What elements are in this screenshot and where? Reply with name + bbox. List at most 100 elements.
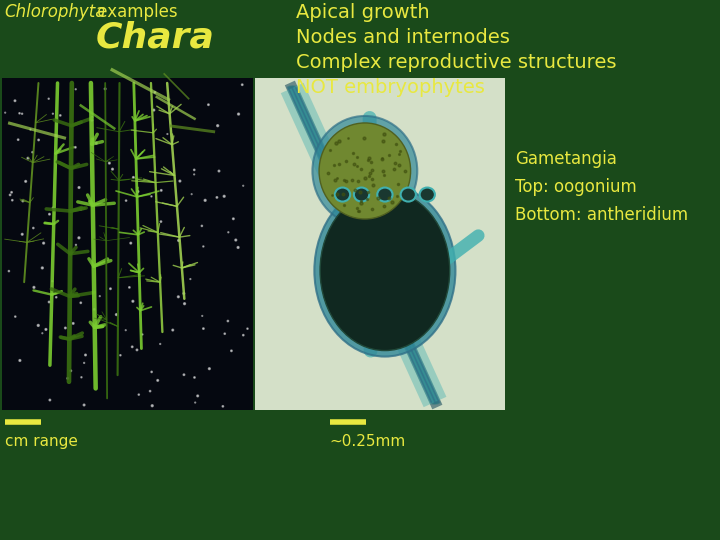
Point — [351, 161, 363, 170]
Point — [359, 173, 371, 182]
Point — [179, 299, 190, 308]
Point — [399, 166, 410, 175]
Point — [230, 236, 241, 245]
Point — [17, 197, 29, 205]
Point — [238, 181, 249, 190]
Point — [355, 199, 366, 208]
Point — [341, 156, 352, 165]
Point — [219, 329, 230, 338]
Point — [225, 347, 237, 355]
Point — [4, 191, 16, 199]
Point — [378, 130, 390, 139]
Point — [33, 136, 45, 144]
Point — [43, 298, 55, 306]
Point — [91, 139, 102, 147]
Point — [377, 167, 389, 176]
Point — [20, 177, 32, 186]
Point — [189, 166, 200, 174]
Point — [14, 356, 26, 365]
Point — [202, 100, 214, 109]
Point — [338, 200, 350, 209]
Point — [389, 158, 400, 167]
Point — [236, 80, 248, 89]
Bar — [255, 78, 505, 410]
Point — [361, 194, 373, 203]
Point — [80, 350, 91, 359]
Point — [366, 166, 377, 175]
Point — [40, 325, 52, 334]
Point — [331, 174, 343, 183]
Point — [213, 167, 225, 176]
Point — [378, 171, 390, 179]
Point — [377, 137, 388, 145]
Point — [70, 241, 81, 249]
Point — [12, 136, 24, 144]
Text: NOT embryophytes: NOT embryophytes — [295, 78, 485, 97]
Point — [338, 176, 350, 185]
Point — [60, 323, 71, 332]
Point — [325, 146, 336, 154]
Point — [198, 325, 210, 333]
Point — [167, 326, 179, 334]
Point — [391, 191, 402, 200]
Point — [114, 351, 126, 360]
Point — [86, 113, 98, 122]
Point — [353, 207, 364, 215]
Point — [331, 190, 343, 198]
Point — [47, 277, 58, 286]
Point — [86, 116, 98, 125]
Point — [78, 401, 90, 409]
Point — [38, 239, 50, 247]
Point — [383, 194, 395, 202]
Point — [155, 340, 166, 348]
Point — [212, 122, 223, 130]
Point — [32, 321, 44, 330]
Point — [392, 179, 404, 188]
Ellipse shape — [315, 185, 456, 356]
Point — [173, 293, 184, 301]
Point — [6, 188, 17, 197]
Point — [333, 136, 345, 145]
Ellipse shape — [335, 187, 350, 201]
Point — [127, 297, 139, 306]
Point — [343, 133, 354, 142]
Point — [351, 204, 362, 213]
Point — [372, 194, 384, 202]
Point — [28, 283, 40, 292]
Point — [186, 190, 197, 199]
Point — [242, 325, 253, 333]
Point — [328, 160, 340, 169]
Point — [24, 125, 36, 134]
Point — [365, 158, 377, 166]
Point — [68, 319, 79, 328]
Point — [127, 342, 138, 351]
Point — [104, 159, 115, 167]
Point — [146, 401, 158, 410]
Point — [377, 153, 388, 162]
Point — [44, 210, 55, 219]
Point — [6, 196, 18, 205]
Point — [196, 221, 207, 230]
Point — [211, 193, 222, 202]
Point — [120, 326, 132, 334]
Point — [174, 177, 186, 185]
Point — [329, 176, 341, 184]
Point — [137, 330, 148, 339]
Point — [354, 188, 365, 197]
Point — [124, 283, 135, 292]
Text: Apical growth: Apical growth — [295, 3, 429, 22]
Point — [233, 110, 244, 118]
Point — [17, 110, 28, 118]
Point — [104, 285, 116, 293]
Point — [217, 402, 229, 410]
Point — [161, 130, 173, 138]
Point — [386, 198, 397, 207]
Point — [144, 387, 156, 395]
Ellipse shape — [312, 116, 418, 226]
Text: Nodes and internodes: Nodes and internodes — [295, 28, 509, 47]
Point — [156, 186, 167, 195]
Point — [48, 204, 59, 212]
Point — [43, 94, 55, 103]
Point — [178, 289, 189, 298]
Point — [55, 111, 66, 120]
